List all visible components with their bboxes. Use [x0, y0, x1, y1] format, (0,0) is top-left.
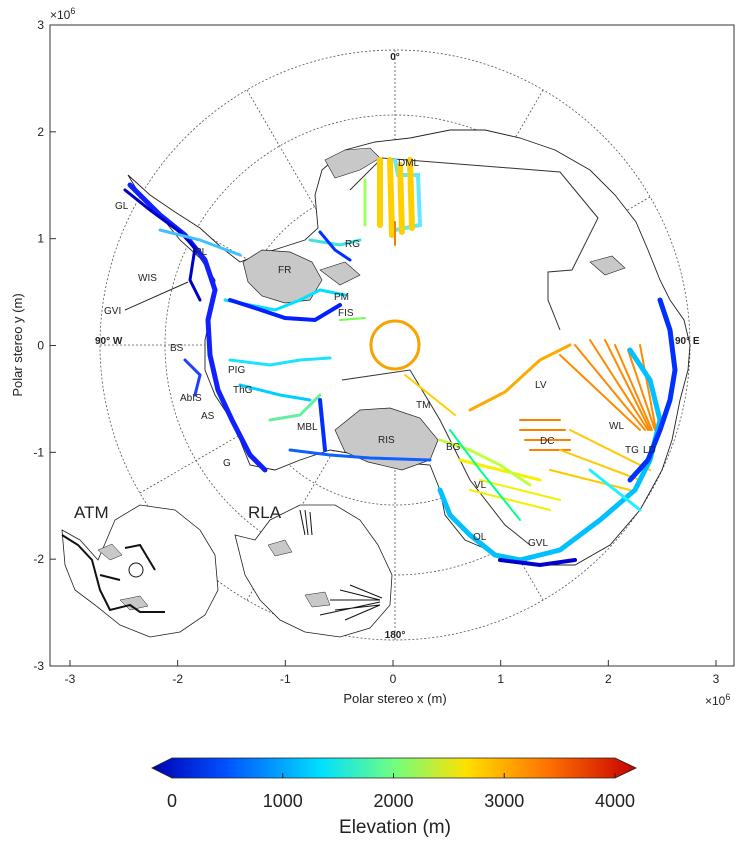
ice-shelf-pm — [319, 261, 361, 286]
x-tick-label: 3 — [713, 672, 720, 686]
y-axis-multiplier: ×106 — [50, 6, 75, 22]
meridian-label-top: 0° — [390, 52, 400, 63]
region-label-mbl: MBL — [297, 422, 318, 433]
region-label-dc: DC — [540, 436, 554, 447]
region-label-thg: ThG — [233, 385, 253, 396]
colorbar-tick-label: 1000 — [263, 791, 303, 811]
x-tick-label: 1 — [497, 672, 504, 686]
y-tick-label: -2 — [33, 552, 44, 566]
region-label-ld: LD — [643, 445, 656, 456]
region-label-dml: DML — [398, 158, 420, 169]
region-label-ris: RIS — [378, 435, 395, 446]
region-label-gvl: GVL — [528, 538, 548, 549]
meridian-label-left: 90° W — [95, 336, 123, 347]
antarctica-coastline — [127, 129, 691, 566]
region-label-tg: TG — [625, 445, 639, 456]
region-label-g: G — [223, 458, 231, 469]
region-label-pl: PL — [195, 247, 208, 258]
region-labels: DML GL PL RG FR WIS GVI PM FIS BS PIG Th… — [104, 158, 656, 549]
colorbar-tick-label: 2000 — [373, 791, 413, 811]
region-label-pig: PIG — [228, 365, 245, 376]
region-label-fr: FR — [278, 265, 291, 276]
x-axis: -3 -2 -1 0 1 2 3 Polar stereo x (m) ×106 — [65, 660, 730, 708]
region-label-as: AS — [201, 411, 215, 422]
colorbar-label: Elevation (m) — [339, 817, 451, 838]
x-axis-label: Polar stereo x (m) — [343, 691, 446, 706]
x-tick-label: 0 — [390, 672, 397, 686]
region-label-abis: AbIS — [180, 393, 202, 404]
x-axis-multiplier: ×106 — [705, 692, 730, 708]
x-tick-label: -1 — [280, 672, 291, 686]
y-axis: 3 2 1 0 -1 -2 -3 Polar stereo y (m) ×106 — [10, 6, 75, 673]
region-label-gvi: GVI — [104, 306, 121, 317]
region-label-wis: WIS — [138, 273, 157, 284]
region-label-vl: VL — [474, 480, 487, 491]
y-axis-label: Polar stereo y (m) — [10, 293, 25, 396]
x-tick-label: 2 — [605, 672, 612, 686]
meridian-label-right: 90° E — [675, 336, 700, 347]
colorbar-tick-label: 4000 — [595, 791, 635, 811]
region-label-gl: GL — [115, 201, 129, 212]
y-tick-label: 2 — [37, 125, 44, 139]
colorbar-tick-label: 0 — [167, 791, 177, 811]
inset-atm: ATM — [61, 503, 219, 638]
x-tick-label: -3 — [65, 672, 76, 686]
region-label-pm: PM — [334, 292, 349, 303]
y-tick-label: 0 — [37, 339, 44, 353]
region-label-rg: RG — [345, 239, 360, 250]
y-tick-label: -3 — [33, 659, 44, 673]
inset-title-atm: ATM — [74, 503, 109, 522]
colorbar-tick-label: 3000 — [484, 791, 524, 811]
region-label-tm: TM — [416, 400, 430, 411]
region-label-lv: LV — [535, 380, 547, 391]
y-tick-label: 1 — [37, 232, 44, 246]
ice-shelf-fr — [242, 249, 323, 304]
drainage-boundaries — [341, 157, 599, 546]
leader-line-gvi — [124, 281, 189, 311]
elevation-tracks — [123, 157, 678, 568]
region-label-ol: OL — [473, 532, 487, 543]
meridian-label-bottom: 180° — [385, 630, 406, 641]
y-tick-label: -1 — [33, 445, 44, 459]
colorbar: 0 1000 2000 3000 4000 Elevation (m) — [151, 757, 637, 838]
inset-rla: RLA — [234, 503, 393, 638]
region-label-bg: BG — [446, 442, 461, 453]
x-tick-label: -2 — [172, 672, 183, 686]
inset-title-rla: RLA — [248, 503, 282, 522]
y-tick-label: 3 — [37, 18, 44, 32]
region-label-bs: BS — [170, 343, 184, 354]
region-label-wl: WL — [609, 421, 624, 432]
ice-shelf-east — [589, 255, 626, 276]
region-label-fis: FIS — [338, 308, 354, 319]
